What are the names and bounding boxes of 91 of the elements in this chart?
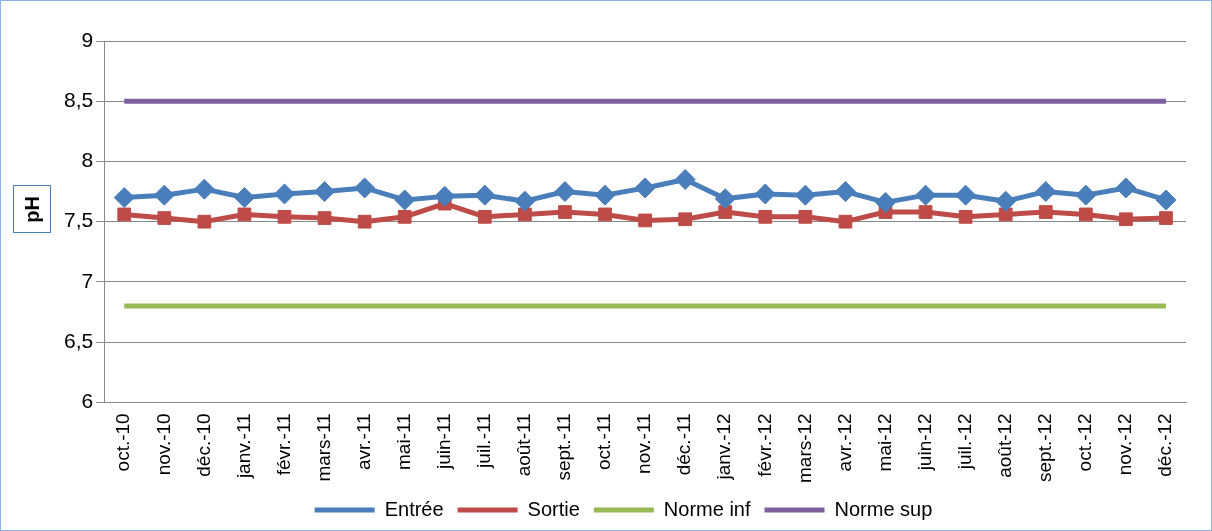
point [594, 184, 616, 206]
y-tick-label: 7,5 [63, 208, 94, 232]
point [1115, 177, 1137, 199]
point [875, 191, 896, 213]
point [357, 214, 372, 229]
point [678, 212, 693, 227]
point [113, 187, 135, 209]
point [157, 211, 172, 225]
point [514, 190, 536, 212]
point [1038, 205, 1053, 219]
point [153, 184, 175, 206]
point [273, 183, 295, 205]
point [1119, 212, 1133, 227]
point [314, 181, 336, 203]
point [277, 209, 292, 224]
point [794, 184, 816, 206]
point [834, 181, 856, 203]
x-tick-label: juil.-11 [473, 413, 495, 469]
y-tick-label: 8 [81, 148, 94, 172]
point [714, 188, 736, 210]
point [638, 213, 652, 228]
point [1155, 189, 1177, 211]
x-tick-label: avr.-11 [352, 413, 374, 471]
point [995, 190, 1017, 212]
point [958, 209, 973, 224]
point [197, 214, 212, 229]
x-tick-label: avr.-12 [833, 413, 855, 472]
point [397, 209, 412, 224]
point [117, 207, 132, 222]
x-tick-label: nov.-10 [152, 413, 174, 476]
point [1035, 181, 1057, 203]
x-tick-label: déc.-11 [673, 413, 695, 476]
x-tick-label: janv.-11 [232, 413, 254, 480]
point [193, 178, 215, 200]
legend-label: Norme sup [834, 497, 933, 520]
legend-label: Norme inf [663, 497, 751, 520]
x-tick-label: févr.-11 [272, 413, 294, 476]
point [674, 169, 696, 191]
point [1159, 211, 1173, 225]
point [758, 209, 773, 224]
y-tick-label: 8,5 [63, 88, 94, 112]
point [394, 189, 416, 211]
x-tick-label: févr.-12 [753, 413, 775, 477]
point [918, 205, 933, 219]
x-tick-label: mars-12 [793, 413, 815, 484]
x-tick-label: juil.-12 [953, 413, 975, 471]
y-tick-label: 6 [81, 389, 94, 413]
point [434, 185, 456, 207]
point [317, 211, 332, 225]
x-tick-label: mai-12 [873, 413, 895, 472]
point [233, 187, 255, 209]
x-tick-label: sept.-12 [1034, 413, 1055, 482]
x-tick-label: janv.-12 [713, 413, 735, 481]
point [1075, 184, 1097, 206]
point [477, 209, 492, 224]
point [798, 209, 813, 224]
point [1078, 207, 1093, 222]
x-tick-label: août-12 [993, 413, 1015, 478]
x-tick-label: déc.-10 [192, 413, 214, 477]
x-tick-label: sept.-11 [553, 413, 575, 481]
point [634, 177, 656, 199]
x-tick-label: nov.-11 [633, 413, 655, 474]
point [518, 207, 532, 222]
x-tick-label: oct.-12 [1074, 413, 1096, 472]
x-tick-label: oct.-10 [112, 413, 134, 472]
point [354, 177, 376, 199]
point [558, 205, 572, 219]
point [915, 184, 937, 206]
x-tick-label: nov.-12 [1114, 413, 1136, 476]
y-tick-label: 6,5 [63, 328, 94, 352]
point [955, 184, 977, 206]
legend-label: Entrée [384, 497, 444, 520]
y-axis-title: pH [20, 195, 44, 223]
y-tick-label: 7 [81, 268, 94, 292]
point [237, 207, 252, 222]
point [718, 205, 733, 219]
x-tick-label: mars-11 [312, 413, 334, 482]
x-tick-label: déc.-12 [1154, 413, 1176, 477]
x-tick-label: juin-12 [913, 413, 935, 472]
point [998, 207, 1013, 222]
point [554, 181, 576, 203]
point [838, 214, 853, 229]
x-tick-label: août-11 [513, 413, 535, 477]
x-tick-label: oct.-11 [593, 413, 615, 471]
y-tick-label: 9 [81, 27, 94, 51]
point [474, 184, 496, 206]
point [598, 207, 612, 222]
legend-label: Sortie [527, 497, 580, 520]
x-tick-label: juin-11 [433, 413, 454, 470]
x-tick-label: mai-11 [392, 413, 414, 470]
point [754, 183, 776, 205]
